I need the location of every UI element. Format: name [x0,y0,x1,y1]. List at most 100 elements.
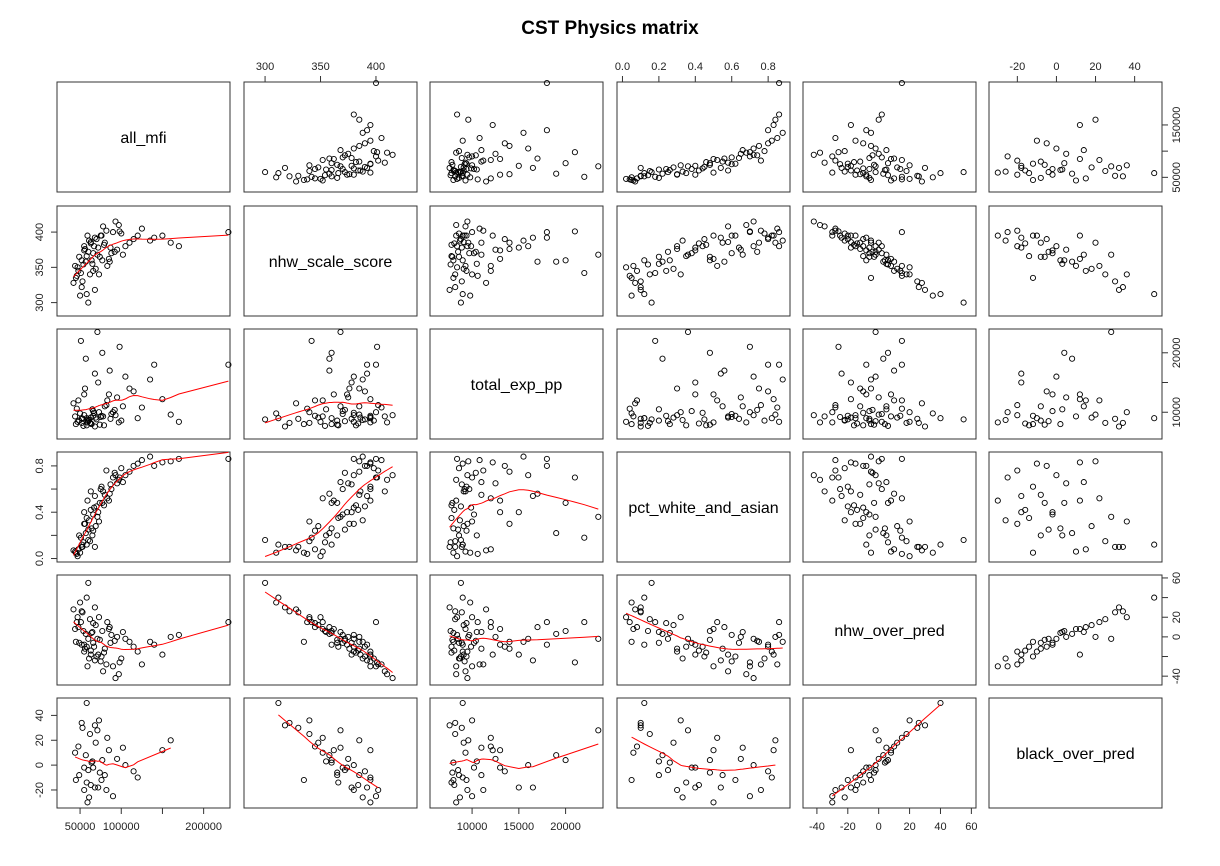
data-point [641,594,648,601]
data-point [448,241,455,248]
data-point [116,228,123,235]
data-point [469,474,476,481]
panel-nhw_scale_score-vs-nhw_over_pred [802,205,977,317]
data-point [1029,160,1037,167]
data-point [725,414,732,421]
data-point [374,343,381,350]
data-point [626,272,633,279]
data-point [361,768,368,775]
panel-nhw_over_pred-vs-nhw_scale_score [243,574,418,686]
panel-pct_white_and_asian-vs-all_mfi [56,451,232,563]
data-point [633,624,641,631]
data-point [717,234,724,241]
data-point [1112,172,1119,179]
data-point [746,409,753,416]
data-point [344,509,351,516]
data-point [719,772,726,779]
data-point [1119,284,1126,291]
data-point [448,649,455,656]
data-point [273,549,280,556]
data-point [674,243,681,250]
data-point [326,490,333,497]
data-point [352,159,360,166]
data-point [94,727,101,734]
data-point [674,648,681,655]
data-point [732,160,739,167]
data-point [887,749,895,756]
data-point [746,659,753,666]
data-point [1061,499,1068,506]
data-point [1151,415,1158,422]
data-point [352,502,360,509]
data-point [768,137,775,144]
data-point [356,737,363,744]
data-point [459,648,466,655]
data-point [677,162,684,169]
data-point [906,162,913,169]
data-point [465,116,472,123]
data-point [84,419,91,426]
data-point [300,549,307,556]
data-point [81,243,88,250]
data-point [679,168,686,175]
data-point [897,165,904,173]
data-point [655,406,662,413]
data-point [1108,328,1115,336]
data-point [534,624,541,631]
data-point [378,134,385,142]
data-point [103,661,110,668]
data-point [872,328,879,336]
data-point [337,744,344,751]
data-point [714,397,721,404]
data-point [317,614,324,621]
panel-frame [429,328,604,440]
data-point [706,160,713,167]
data-point [478,147,485,154]
data-point [703,649,710,656]
tick-label: 50000 [65,821,96,833]
data-point [159,396,166,403]
data-point [835,474,842,481]
data-point [841,416,848,424]
data-point [847,232,854,239]
data-point [632,606,639,613]
data-point [355,781,362,789]
data-point [286,173,293,180]
data-point [717,164,724,171]
data-point [1037,645,1044,652]
data-point [655,628,662,636]
data-point [898,176,905,183]
data-point [562,627,569,635]
panel-nhw_over_pred-vs-pct_white_and_asian [616,574,791,686]
data-point [1014,467,1021,474]
data-point [119,479,126,486]
data-point [321,172,329,179]
panel-pct_white_and_asian-vs-total_exp_pp [429,451,604,563]
data-point [295,415,302,422]
data-point [101,645,108,652]
data-point [463,620,470,627]
data-point [72,262,79,269]
data-point [857,403,864,410]
data-point [884,349,892,356]
data-point [841,517,848,524]
data-point [1076,155,1083,163]
data-point [460,523,467,530]
tick-label: 0.4 [688,61,703,73]
data-point [894,523,901,530]
data-point [520,237,527,244]
data-point [1014,661,1021,668]
data-point [82,355,89,362]
data-point [78,284,85,291]
data-point [112,675,119,682]
data-point [453,221,460,229]
data-point [743,671,750,678]
data-point [91,657,98,664]
data-point [732,653,739,660]
data-point [863,509,870,516]
data-point [595,251,602,258]
data-point [847,167,854,174]
data-point [765,768,772,775]
data-point [854,240,861,247]
data-point [725,651,732,658]
